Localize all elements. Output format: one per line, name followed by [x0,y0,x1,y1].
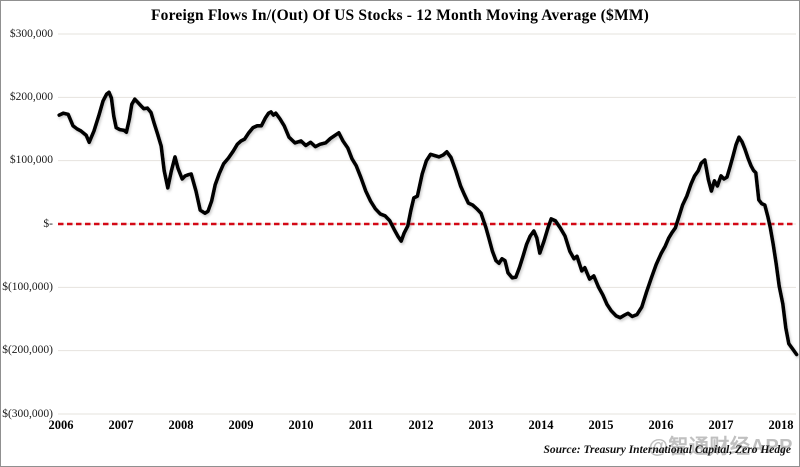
y-axis-label: $(200,000) [2,344,53,357]
x-axis-label: 2006 [48,418,74,432]
x-axis-label: 2014 [528,418,554,432]
x-axis-label: 2017 [708,418,734,432]
x-axis-label: 2009 [228,418,254,432]
y-axis-label: $(100,000) [2,280,53,293]
x-axis-label: 2013 [468,418,494,432]
y-axis-label: $200,000 [9,90,53,103]
x-axis-label: 2007 [108,418,134,432]
y-axis-label: $100,000 [9,154,53,167]
watermark: @智通财经APP [648,436,793,458]
x-axis-label: 2012 [408,418,434,432]
x-axis-label: 2008 [168,418,194,432]
x-axis-label: 2010 [288,418,314,432]
chart-title: Foreign Flows In/(Out) Of US Stocks - 12… [150,7,650,24]
x-axis-label: 2016 [648,418,674,432]
y-axis-label: $- [43,217,53,230]
flows-line-series [57,90,799,357]
x-axis-label: 2018 [768,418,794,432]
x-axis-label: 2015 [588,418,614,432]
source-note: Source: Treasury International Capital, … [543,444,791,456]
y-axis-label: $(300,000) [2,407,53,420]
y-axis-label: $300,000 [9,27,53,40]
x-axis-label: 2011 [348,418,374,432]
